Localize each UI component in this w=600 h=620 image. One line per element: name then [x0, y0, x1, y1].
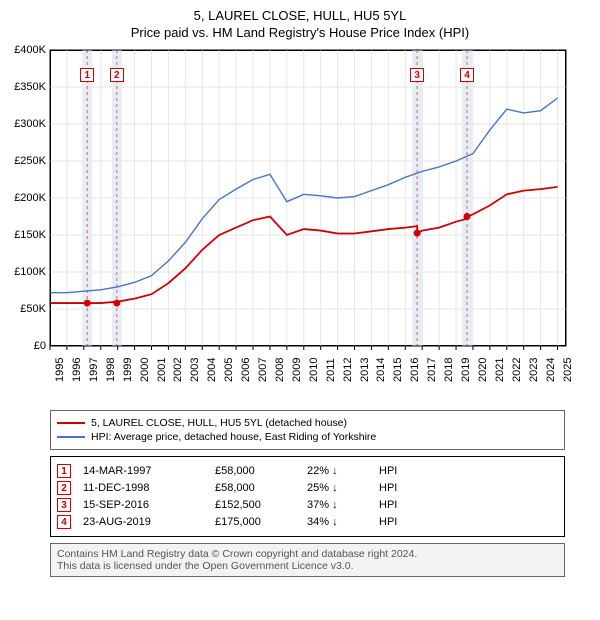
x-tick-label: 1997 — [88, 358, 100, 382]
transaction-date: 14-MAR-1997 — [83, 465, 203, 477]
transaction-price: £58,000 — [215, 465, 295, 477]
transaction-pct: 22% ↓ — [307, 465, 367, 477]
transaction-date: 11-DEC-1998 — [83, 482, 203, 494]
transaction-row: 1 14-MAR-1997 £58,000 22% ↓ HPI — [57, 464, 558, 478]
transaction-number: 1 — [57, 464, 71, 478]
transaction-number: 3 — [57, 498, 71, 512]
transaction-pct: 34% ↓ — [307, 516, 367, 528]
y-tick-label: £250K — [6, 155, 46, 167]
x-tick-label: 1998 — [105, 358, 117, 382]
legend-label: HPI: Average price, detached house, East… — [91, 431, 376, 443]
x-tick-label: 1996 — [71, 358, 83, 382]
x-tick-label: 2022 — [511, 358, 523, 382]
transaction-pct: 25% ↓ — [307, 482, 367, 494]
x-tick-label: 2000 — [139, 358, 151, 382]
x-tick-label: 2008 — [274, 358, 286, 382]
x-tick-label: 2011 — [325, 358, 337, 382]
x-tick-label: 2023 — [528, 358, 540, 382]
x-tick-label: 2001 — [156, 358, 168, 382]
transaction-marker: 4 — [460, 68, 474, 82]
legend: 5, LAUREL CLOSE, HULL, HU5 5YL (detached… — [50, 410, 565, 450]
transaction-price: £175,000 — [215, 516, 295, 528]
transaction-price: £58,000 — [215, 482, 295, 494]
y-tick-label: £350K — [6, 81, 46, 93]
x-tick-label: 2003 — [189, 358, 201, 382]
transaction-number: 4 — [57, 515, 71, 529]
transaction-marker: 1 — [80, 68, 94, 82]
x-tick-label: 2009 — [291, 358, 303, 382]
x-tick-label: 2024 — [545, 358, 557, 382]
chart-svg — [0, 44, 600, 404]
legend-swatch — [57, 422, 85, 424]
chart-title: 5, LAUREL CLOSE, HULL, HU5 5YL — [4, 8, 596, 23]
x-tick-label: 2004 — [206, 358, 218, 382]
x-tick-label: 2021 — [494, 358, 506, 382]
transaction-hpi: HPI — [379, 482, 397, 494]
transaction-pct: 37% ↓ — [307, 499, 367, 511]
x-tick-label: 2020 — [477, 358, 489, 382]
legend-item: HPI: Average price, detached house, East… — [57, 431, 558, 443]
x-tick-label: 2006 — [240, 358, 252, 382]
y-tick-label: £0 — [6, 340, 46, 352]
transaction-hpi: HPI — [379, 499, 397, 511]
x-tick-label: 1999 — [122, 358, 134, 382]
y-tick-label: £300K — [6, 118, 46, 130]
x-tick-label: 1995 — [54, 358, 66, 382]
transaction-number: 2 — [57, 481, 71, 495]
transaction-row: 4 23-AUG-2019 £175,000 34% ↓ HPI — [57, 515, 558, 529]
transaction-date: 23-AUG-2019 — [83, 516, 203, 528]
y-tick-label: £150K — [6, 229, 46, 241]
license-line-1: Contains HM Land Registry data © Crown c… — [57, 548, 558, 560]
chart-subtitle: Price paid vs. HM Land Registry's House … — [4, 25, 596, 40]
transaction-hpi: HPI — [379, 516, 397, 528]
x-tick-label: 2019 — [460, 358, 472, 382]
x-tick-label: 2016 — [409, 358, 421, 382]
y-tick-label: £200K — [6, 192, 46, 204]
x-tick-label: 2010 — [308, 358, 320, 382]
x-tick-label: 2017 — [426, 358, 438, 382]
transaction-marker: 2 — [110, 68, 124, 82]
transaction-date: 15-SEP-2016 — [83, 499, 203, 511]
legend-swatch — [57, 436, 85, 438]
x-tick-label: 2012 — [342, 358, 354, 382]
transaction-price: £152,500 — [215, 499, 295, 511]
y-tick-label: £100K — [6, 266, 46, 278]
x-tick-label: 2018 — [443, 358, 455, 382]
x-tick-label: 2005 — [223, 358, 235, 382]
transaction-hpi: HPI — [379, 465, 397, 477]
x-tick-label: 2014 — [375, 358, 387, 382]
x-tick-label: 2013 — [359, 358, 371, 382]
y-tick-label: £50K — [6, 303, 46, 315]
y-tick-label: £400K — [6, 44, 46, 56]
x-tick-label: 2007 — [257, 358, 269, 382]
chart-container: { "titles": { "main": "5, LAUREL CLOSE, … — [0, 0, 600, 577]
legend-item: 5, LAUREL CLOSE, HULL, HU5 5YL (detached… — [57, 417, 558, 429]
x-tick-label: 2015 — [392, 358, 404, 382]
chart-plot-area: £0 £50K £100K £150K £200K £250K £300K £350K £400… — [0, 44, 600, 404]
license-line-2: This data is licensed under the Open Gov… — [57, 560, 558, 572]
x-tick-label: 2025 — [562, 358, 574, 382]
transaction-marker: 3 — [410, 68, 424, 82]
transaction-row: 3 15-SEP-2016 £152,500 37% ↓ HPI — [57, 498, 558, 512]
legend-label: 5, LAUREL CLOSE, HULL, HU5 5YL (detached… — [91, 417, 347, 429]
x-tick-label: 2002 — [172, 358, 184, 382]
license-box: Contains HM Land Registry data © Crown c… — [50, 543, 565, 577]
transaction-table: 1 14-MAR-1997 £58,000 22% ↓ HPI 2 11-DEC-1998 £… — [50, 456, 565, 537]
transaction-row: 2 11-DEC-1998 £58,000 25% ↓ HPI — [57, 481, 558, 495]
